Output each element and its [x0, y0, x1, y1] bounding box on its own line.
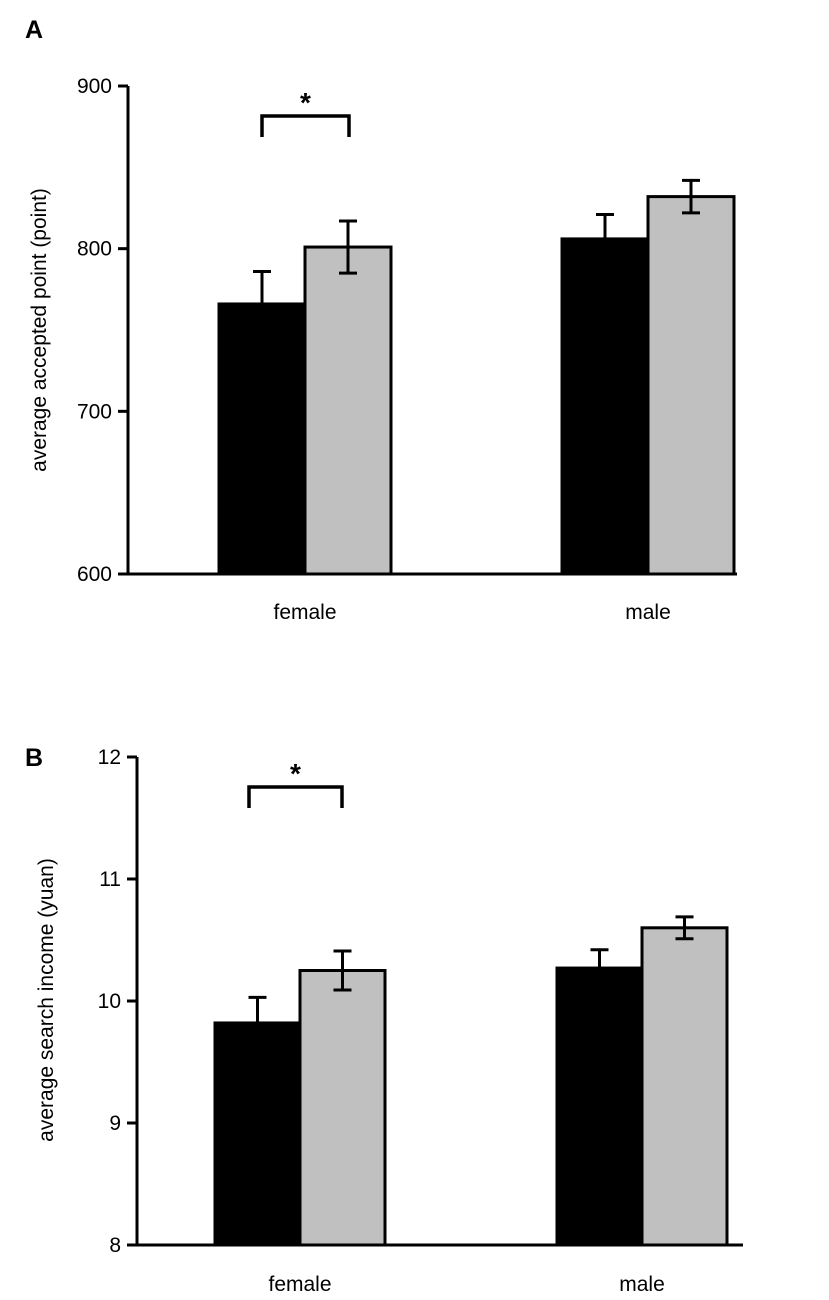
x-tick-label-female-b: female — [268, 1273, 331, 1296]
y-tick-label-a: 700 — [77, 400, 112, 423]
y-tick-label-a: 900 — [77, 75, 112, 98]
bar-female-series-1 — [213, 1021, 302, 1247]
panel-label-a: A — [25, 16, 43, 44]
bar-male-series-2 — [640, 926, 729, 1247]
y-tick-label-b: 9 — [109, 1112, 121, 1135]
bar-female-series-2 — [303, 245, 393, 576]
y-tick-label-b: 10 — [98, 990, 121, 1013]
x-tick-label-male-a: male — [625, 601, 671, 624]
significance-star-b: * — [290, 758, 301, 789]
bar-female-series-1 — [217, 302, 307, 576]
significance-star-a: * — [300, 87, 311, 118]
bar-male-series-1 — [555, 966, 644, 1247]
significance-bracket-a — [260, 114, 351, 137]
y-tick-label-a: 600 — [77, 563, 112, 586]
y-tick-label-b: 11 — [99, 868, 121, 891]
panel-a: A average accepted point (point) 600 700 8… — [25, 16, 737, 624]
panel-label-b: B — [25, 744, 43, 772]
x-tick-label-male-b: male — [619, 1273, 665, 1296]
y-tick-label-a: 800 — [77, 238, 112, 261]
bar-female-series-2 — [298, 969, 387, 1247]
x-tick-label-female-a: female — [273, 601, 336, 624]
y-tick-label-b: 12 — [98, 746, 121, 769]
y-tick-label-b: 8 — [109, 1234, 121, 1257]
significance-bracket-b — [247, 785, 344, 808]
bar-male-series-1 — [560, 237, 650, 576]
y-axis-label-a: average accepted point (point) — [28, 188, 51, 472]
panel-b: B average search income (yuan) 8 9 10 11 12 f… — [25, 744, 743, 1296]
y-axis-label-b: average search income (yuan) — [35, 858, 58, 1142]
bar-male-series-2 — [646, 195, 736, 576]
